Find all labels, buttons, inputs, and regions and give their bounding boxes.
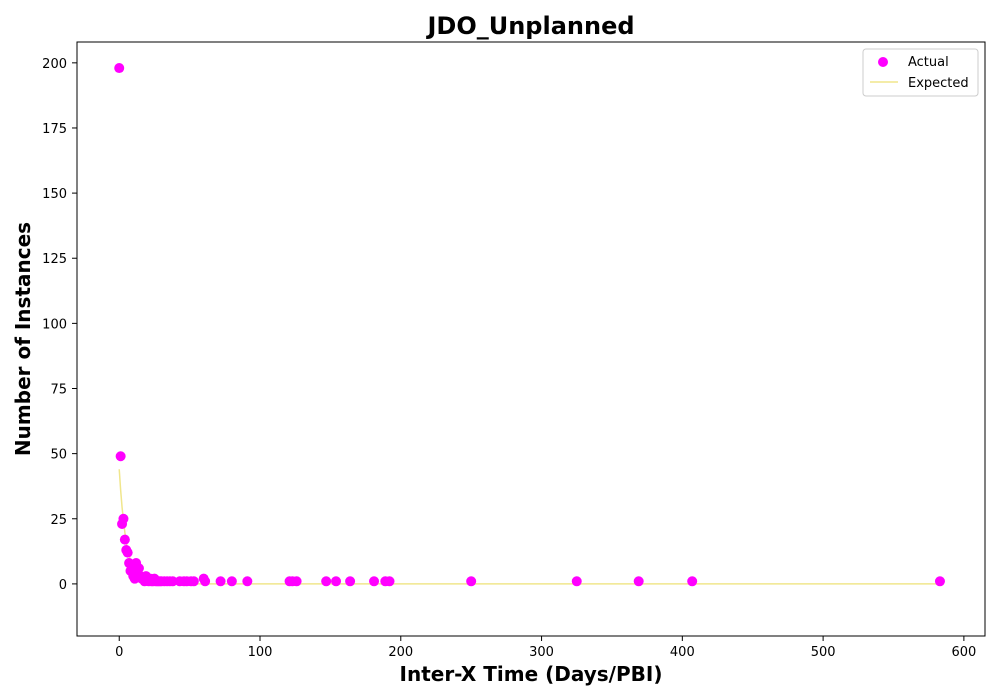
actual-point <box>571 576 582 587</box>
legend-actual-marker <box>878 57 888 67</box>
x-axis: 0 100 200 300 400 500 600 <box>115 636 976 660</box>
y-tick-label: 150 <box>42 187 67 202</box>
x-tick-label: 200 <box>388 645 413 660</box>
actual-point <box>114 63 125 74</box>
actual-point <box>633 576 644 587</box>
actual-point <box>167 576 178 587</box>
actual-point <box>242 576 253 587</box>
actual-point <box>118 513 129 524</box>
x-tick-label: 300 <box>529 645 554 660</box>
legend-expected-label: Expected <box>908 76 969 91</box>
actual-point <box>934 576 945 587</box>
actual-point <box>331 576 342 587</box>
x-tick-label: 600 <box>951 645 976 660</box>
actual-point <box>687 576 698 587</box>
y-tick-label: 125 <box>42 252 67 267</box>
actual-point <box>115 451 126 462</box>
y-tick-label: 200 <box>42 57 67 72</box>
plot-frame <box>76 41 986 637</box>
x-tick-label: 100 <box>248 645 273 660</box>
actual-point <box>200 576 211 587</box>
actual-point <box>188 576 199 587</box>
actual-point <box>369 576 380 587</box>
actual-point <box>291 576 302 587</box>
y-tick-label: 50 <box>50 448 67 463</box>
legend-box <box>862 48 979 97</box>
actual-point <box>384 576 395 587</box>
actual-point <box>119 534 130 545</box>
x-tick-label: 0 <box>115 645 123 660</box>
actual-point <box>122 547 133 558</box>
y-axis: 0 25 50 75 100 125 150 175 200 <box>42 57 77 593</box>
actual-point <box>215 576 226 587</box>
expected-line <box>118 469 940 585</box>
actual-point <box>133 563 144 574</box>
actual-point <box>345 576 356 587</box>
x-tick-label: 500 <box>811 645 836 660</box>
legend-actual-label: Actual <box>908 55 949 70</box>
x-tick-label: 400 <box>670 645 695 660</box>
x-axis-title: Inter-X Time (Days/PBI) <box>400 662 663 686</box>
y-tick-label: 0 <box>59 578 67 593</box>
y-axis-title: Number of Instances <box>11 222 35 456</box>
y-tick-label: 175 <box>42 122 67 137</box>
actual-point <box>321 576 332 587</box>
legend: Actual Expected <box>862 48 979 97</box>
y-tick-label: 75 <box>50 383 67 398</box>
y-tick-label: 100 <box>42 317 67 332</box>
chart-title: JDO_Unplanned <box>425 12 634 40</box>
actual-point <box>226 576 237 587</box>
chart-marks <box>114 63 945 587</box>
y-tick-label: 25 <box>50 513 67 528</box>
actual-point <box>466 576 477 587</box>
